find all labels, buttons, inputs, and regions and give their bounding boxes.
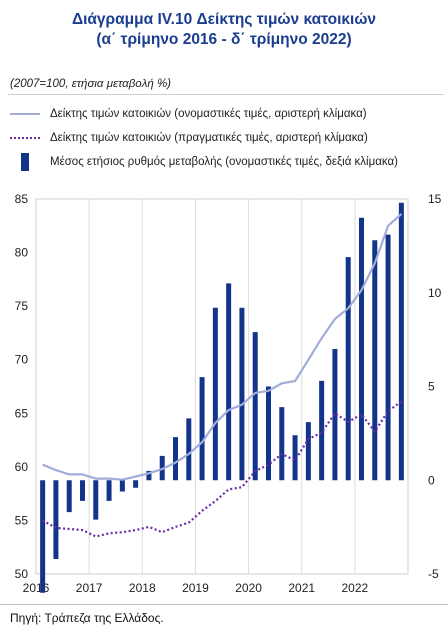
chart-title-line-1: Διάγραμμα IV.10 Δείκτης τιμών κατοικιών xyxy=(71,11,377,28)
legend-label-real: Δείκτης τιμών κατοικιών (πραγματικές τιμ… xyxy=(50,132,368,144)
left-axis-tick-label: 75 xyxy=(15,299,29,313)
bar xyxy=(212,307,218,481)
bar xyxy=(40,480,46,593)
legend-item-nominal: Δείκτης τιμών κατοικιών (ονομαστικές τιμ… xyxy=(8,102,444,126)
bar xyxy=(133,480,139,488)
legend-swatch-line xyxy=(8,105,42,123)
left-axis-tick-label: 50 xyxy=(15,567,29,581)
right-axis-tick-label: 5 xyxy=(428,380,435,394)
bar xyxy=(186,418,192,481)
right-axis-tick-label: 15 xyxy=(428,192,442,206)
x-axis-tick-label: 2017 xyxy=(76,581,103,595)
bar xyxy=(119,480,125,492)
bar xyxy=(199,377,205,481)
bar xyxy=(93,480,99,520)
legend-swatch-dotted xyxy=(8,129,42,147)
x-axis-tick-label: 2022 xyxy=(342,581,369,595)
bar xyxy=(398,202,404,481)
chart-title-line-2: (α΄ τρίμηνο 2016 - δ΄ τρίμηνο 2022) xyxy=(96,31,352,48)
series-line-nominal xyxy=(42,213,403,481)
right-axis-tick-label: -5 xyxy=(428,567,439,581)
legend-divider xyxy=(8,94,444,95)
bar xyxy=(319,380,325,481)
legend-item-growth: Μέσος ετήσιος ρυθμός μεταβολής (ονομαστι… xyxy=(8,150,444,174)
bar xyxy=(359,217,364,481)
chart-title: Διάγραμμα IV.10 Δείκτης τιμών κατοικιών … xyxy=(0,10,448,50)
bar xyxy=(80,480,85,501)
x-axis-tick-label: 2019 xyxy=(182,581,209,595)
right-axis-tick-label: 0 xyxy=(428,473,435,487)
bar xyxy=(226,283,232,481)
bar xyxy=(106,480,112,501)
left-axis-tick-label: 85 xyxy=(15,192,29,206)
bar xyxy=(266,386,271,481)
bar xyxy=(66,480,72,513)
bar xyxy=(252,332,258,481)
legend-item-real: Δείκτης τιμών κατοικιών (πραγματικές τιμ… xyxy=(8,126,444,150)
legend-label-growth: Μέσος ετήσιος ρυθμός μεταβολής (ονομαστι… xyxy=(50,156,398,168)
legend-label-nominal: Δείκτης τιμών κατοικιών (ονομαστικές τιμ… xyxy=(50,108,367,120)
bar xyxy=(173,437,178,481)
bar xyxy=(345,257,351,481)
plot-frame xyxy=(35,198,409,575)
units-note: (2007=100, ετήσια μεταβολή %) xyxy=(10,78,171,90)
source-divider xyxy=(0,604,448,605)
left-axis-tick-label: 55 xyxy=(15,513,29,527)
x-axis-tick-label: 2018 xyxy=(129,581,156,595)
left-axis-tick-label: 60 xyxy=(15,460,29,474)
x-axis-tick-label: 2016 xyxy=(23,581,50,595)
x-axis-tick-label: 2021 xyxy=(288,581,315,595)
bar xyxy=(292,435,298,481)
bar xyxy=(372,240,378,481)
x-axis-tick-label: 2020 xyxy=(235,581,262,595)
legend-swatch-bar xyxy=(8,153,42,171)
bar xyxy=(385,234,391,481)
series-line-real xyxy=(42,400,403,538)
bar xyxy=(146,470,152,481)
bar xyxy=(305,422,311,481)
bar xyxy=(53,480,59,559)
bar xyxy=(239,307,245,481)
right-axis-tick-label: 10 xyxy=(428,286,442,300)
legend: Δείκτης τιμών κατοικιών (ονομαστικές τιμ… xyxy=(8,102,444,174)
source-note: Πηγή: Τράπεζα της Ελλάδος. xyxy=(10,611,164,625)
bar xyxy=(279,407,285,481)
left-axis-tick-label: 65 xyxy=(15,406,29,420)
left-axis-tick-label: 70 xyxy=(15,353,29,367)
left-axis-tick-label: 80 xyxy=(15,246,29,260)
chart-plot: 50 55 60 65 70 75 80 85 -5 0 5 10 15 2016 2017 2018 2019… xyxy=(15,192,442,595)
